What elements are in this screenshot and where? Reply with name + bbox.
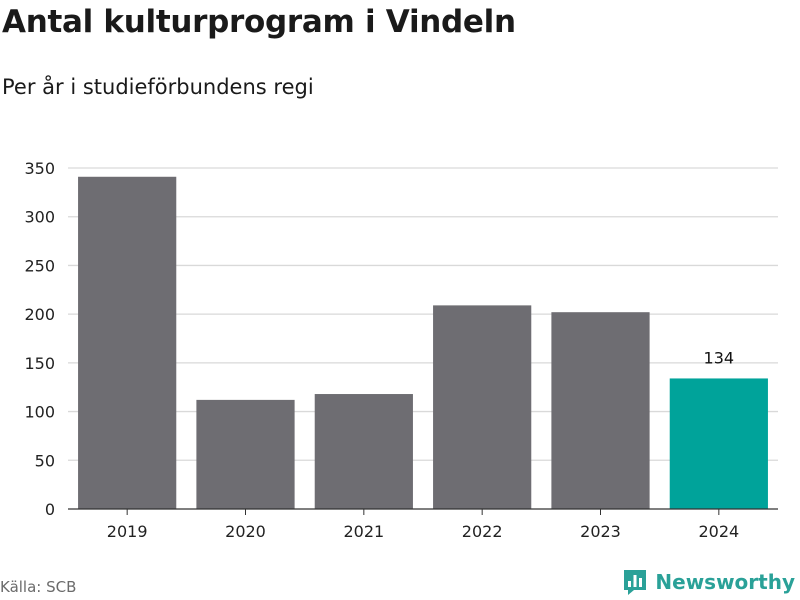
source-note: Källa: SCB [0, 578, 77, 596]
x-tick-label: 2022 [462, 522, 503, 541]
bar-2023 [551, 312, 650, 509]
y-tick-label: 350 [24, 159, 55, 178]
newsworthy-logo-icon [624, 570, 647, 595]
y-axis-ticks: 0 50 100 150 200 250 300 350 [24, 159, 55, 519]
bar-2022 [433, 305, 532, 509]
data-label: 134 [704, 348, 735, 367]
bar-2024 [669, 378, 768, 509]
data-labels: 134 [704, 348, 735, 367]
x-tick-label: 2020 [225, 522, 266, 541]
bar-2020 [196, 399, 295, 509]
bar-2019 [78, 176, 177, 510]
gridlines [68, 167, 778, 461]
x-tick-label: 2023 [580, 522, 621, 541]
y-tick-label: 250 [24, 256, 55, 275]
y-tick-label: 200 [24, 305, 55, 324]
x-tick-label: 2021 [343, 522, 384, 541]
y-tick-label: 0 [45, 500, 55, 519]
chart-title: Antal kulturprogram i Vindeln [2, 4, 516, 40]
newsworthy-logo: Newsworthy [622, 568, 795, 596]
bars [78, 176, 768, 510]
y-tick-label: 300 [24, 208, 55, 227]
x-tick-label: 2019 [107, 522, 148, 541]
x-tick-label: 2024 [698, 522, 739, 541]
y-tick-label: 150 [24, 354, 55, 373]
x-axis-ticks: 2019 2020 2021 2022 2023 2024 [107, 509, 739, 541]
chart-subtitle: Per år i studieförbundens regi [2, 75, 314, 99]
y-tick-label: 100 [24, 403, 55, 422]
newsworthy-logo-text: Newsworthy [655, 570, 795, 594]
y-tick-label: 50 [35, 451, 55, 470]
bar-2021 [314, 394, 413, 509]
